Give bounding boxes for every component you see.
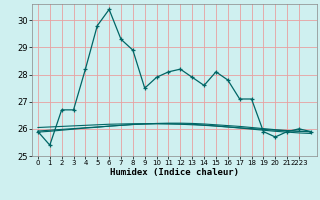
X-axis label: Humidex (Indice chaleur): Humidex (Indice chaleur) bbox=[110, 168, 239, 177]
